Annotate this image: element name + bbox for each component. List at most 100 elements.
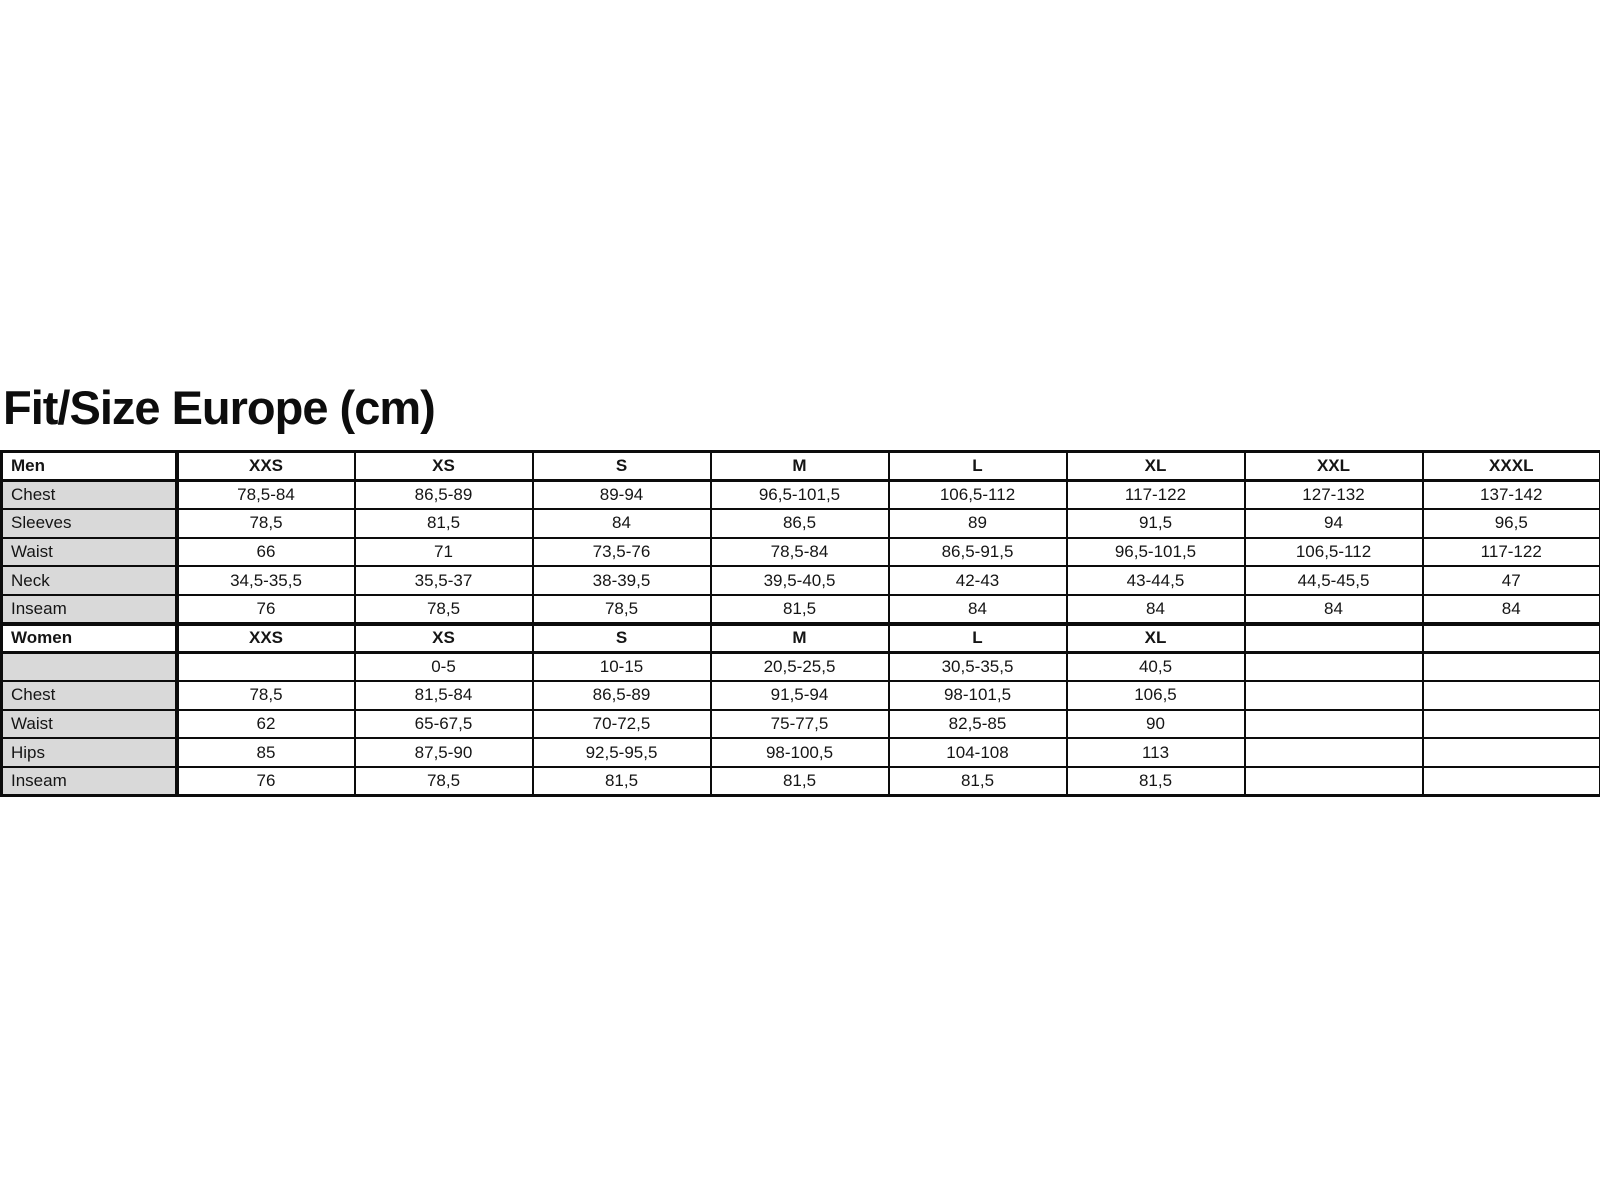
value-cell: 34,5-35,5: [175, 565, 356, 596]
value-cell: [1421, 651, 1600, 682]
value-cell: 78,5-84: [175, 479, 356, 510]
value-cell: 117-122: [1421, 536, 1600, 568]
value-cell: 78,5: [353, 766, 534, 797]
value-cell: 86,5-91,5: [887, 536, 1068, 568]
value-cell: 78,5: [175, 507, 356, 539]
size-header-cell: XXS: [175, 450, 356, 482]
value-cell: 78,5: [531, 593, 712, 625]
value-cell: 98-100,5: [709, 737, 890, 769]
value-cell: 65-67,5: [353, 708, 534, 740]
section-label-cell: Women: [0, 621, 179, 654]
size-header-cell: XL: [1065, 450, 1246, 482]
value-cell: 94: [1243, 507, 1424, 539]
row-label-cell: Sleeves: [0, 507, 179, 539]
value-cell: 89-94: [531, 479, 712, 510]
row-label-cell: [0, 651, 179, 682]
value-cell: 62: [175, 708, 356, 740]
value-cell: 81,5: [1065, 766, 1246, 797]
table-row: Waist 62 65-67,5 70-72,5 75-77,5 82,5-85 90: [0, 708, 1600, 740]
row-label-cell: Inseam: [0, 593, 179, 625]
table-row: Inseam 76 78,5 78,5 81,5 84 84 84 84: [0, 593, 1600, 625]
value-cell: 106,5-112: [887, 479, 1068, 510]
value-cell: 86,5-89: [531, 680, 712, 711]
size-chart-table: Men XXS XS S M L XL XXL XXXL Chest 78,5-84 86,5-89 8…: [0, 450, 1600, 798]
value-cell: 96,5-101,5: [1065, 536, 1246, 568]
value-cell: 104-108: [887, 737, 1068, 769]
size-header-cell: XL: [1065, 621, 1246, 654]
value-cell: 89: [887, 507, 1068, 539]
row-label-cell: Hips: [0, 737, 179, 769]
value-cell: 44,5-45,5: [1243, 565, 1424, 596]
size-header-cell: S: [531, 450, 712, 482]
value-cell: 137-142: [1421, 479, 1600, 510]
value-cell: 35,5-37: [353, 565, 534, 596]
value-cell: 86,5: [709, 507, 890, 539]
value-cell: 92,5-95,5: [531, 737, 712, 769]
value-cell: 70-72,5: [531, 708, 712, 740]
size-header-cell: M: [709, 621, 890, 654]
row-label-cell: Waist: [0, 708, 179, 740]
value-cell: 82,5-85: [887, 708, 1068, 740]
size-header-cell: XXXL: [1421, 450, 1600, 482]
table-row: 0-5 10-15 20,5-25,5 30,5-35,5 40,5: [0, 651, 1600, 682]
value-cell: 78,5: [175, 680, 356, 711]
row-label-cell: Inseam: [0, 766, 179, 797]
value-cell: 84: [1065, 593, 1246, 625]
value-cell: 42-43: [887, 565, 1068, 596]
value-cell: 81,5: [709, 766, 890, 797]
value-cell: 90: [1065, 708, 1246, 740]
row-label-cell: Neck: [0, 565, 179, 596]
value-cell: 106,5-112: [1243, 536, 1424, 568]
size-table-body: Men XXS XS S M L XL XXL XXXL Chest 78,5-84 86,5-89 8…: [0, 450, 1600, 797]
value-cell: 127-132: [1243, 479, 1424, 510]
size-header-cell: M: [709, 450, 890, 482]
section-header-row: Men XXS XS S M L XL XXL XXXL: [0, 450, 1600, 482]
value-cell: 81,5: [709, 593, 890, 625]
value-cell: 76: [175, 766, 356, 797]
section-header-row: Women XXS XS S M L XL: [0, 621, 1600, 654]
value-cell: 81,5: [531, 766, 712, 797]
value-cell: 78,5-84: [709, 536, 890, 568]
value-cell: 75-77,5: [709, 708, 890, 740]
value-cell: 84: [1243, 593, 1424, 625]
section-label-cell: Men: [0, 450, 179, 482]
value-cell: 106,5: [1065, 680, 1246, 711]
value-cell: [175, 651, 356, 682]
value-cell: 71: [353, 536, 534, 568]
size-header-cell: L: [887, 621, 1068, 654]
page-title: Fit/Size Europe (cm): [3, 381, 436, 434]
value-cell: [1421, 708, 1600, 740]
value-cell: 78,5: [353, 593, 534, 625]
value-cell: 39,5-40,5: [709, 565, 890, 596]
value-cell: [1421, 766, 1600, 797]
value-cell: 91,5-94: [709, 680, 890, 711]
value-cell: 86,5-89: [353, 479, 534, 510]
table-row: Waist 66 71 73,5-76 78,5-84 86,5-91,5 96,5-101…: [0, 536, 1600, 568]
value-cell: 0-5: [353, 651, 534, 682]
table-row: Chest 78,5 81,5-84 86,5-89 91,5-94 98-101,5 10…: [0, 680, 1600, 711]
size-header-cell: XS: [353, 450, 534, 482]
value-cell: 84: [531, 507, 712, 539]
size-header-cell: XXS: [175, 621, 356, 654]
row-label-cell: Waist: [0, 536, 179, 568]
value-cell: [1243, 766, 1424, 797]
value-cell: 47: [1421, 565, 1600, 596]
value-cell: 10-15: [531, 651, 712, 682]
value-cell: 81,5: [353, 507, 534, 539]
value-cell: 40,5: [1065, 651, 1246, 682]
row-label-cell: Chest: [0, 680, 179, 711]
table-row: Chest 78,5-84 86,5-89 89-94 96,5-101,5 106,5-…: [0, 479, 1600, 510]
value-cell: 98-101,5: [887, 680, 1068, 711]
value-cell: [1243, 651, 1424, 682]
value-cell: 73,5-76: [531, 536, 712, 568]
value-cell: 96,5-101,5: [709, 479, 890, 510]
table-row: Neck 34,5-35,5 35,5-37 38-39,5 39,5-40,5 42-4…: [0, 565, 1600, 596]
value-cell: 30,5-35,5: [887, 651, 1068, 682]
row-label-cell: Chest: [0, 479, 179, 510]
value-cell: 76: [175, 593, 356, 625]
value-cell: 84: [887, 593, 1068, 625]
value-cell: 113: [1065, 737, 1246, 769]
value-cell: 43-44,5: [1065, 565, 1246, 596]
value-cell: [1421, 680, 1600, 711]
value-cell: [1243, 680, 1424, 711]
